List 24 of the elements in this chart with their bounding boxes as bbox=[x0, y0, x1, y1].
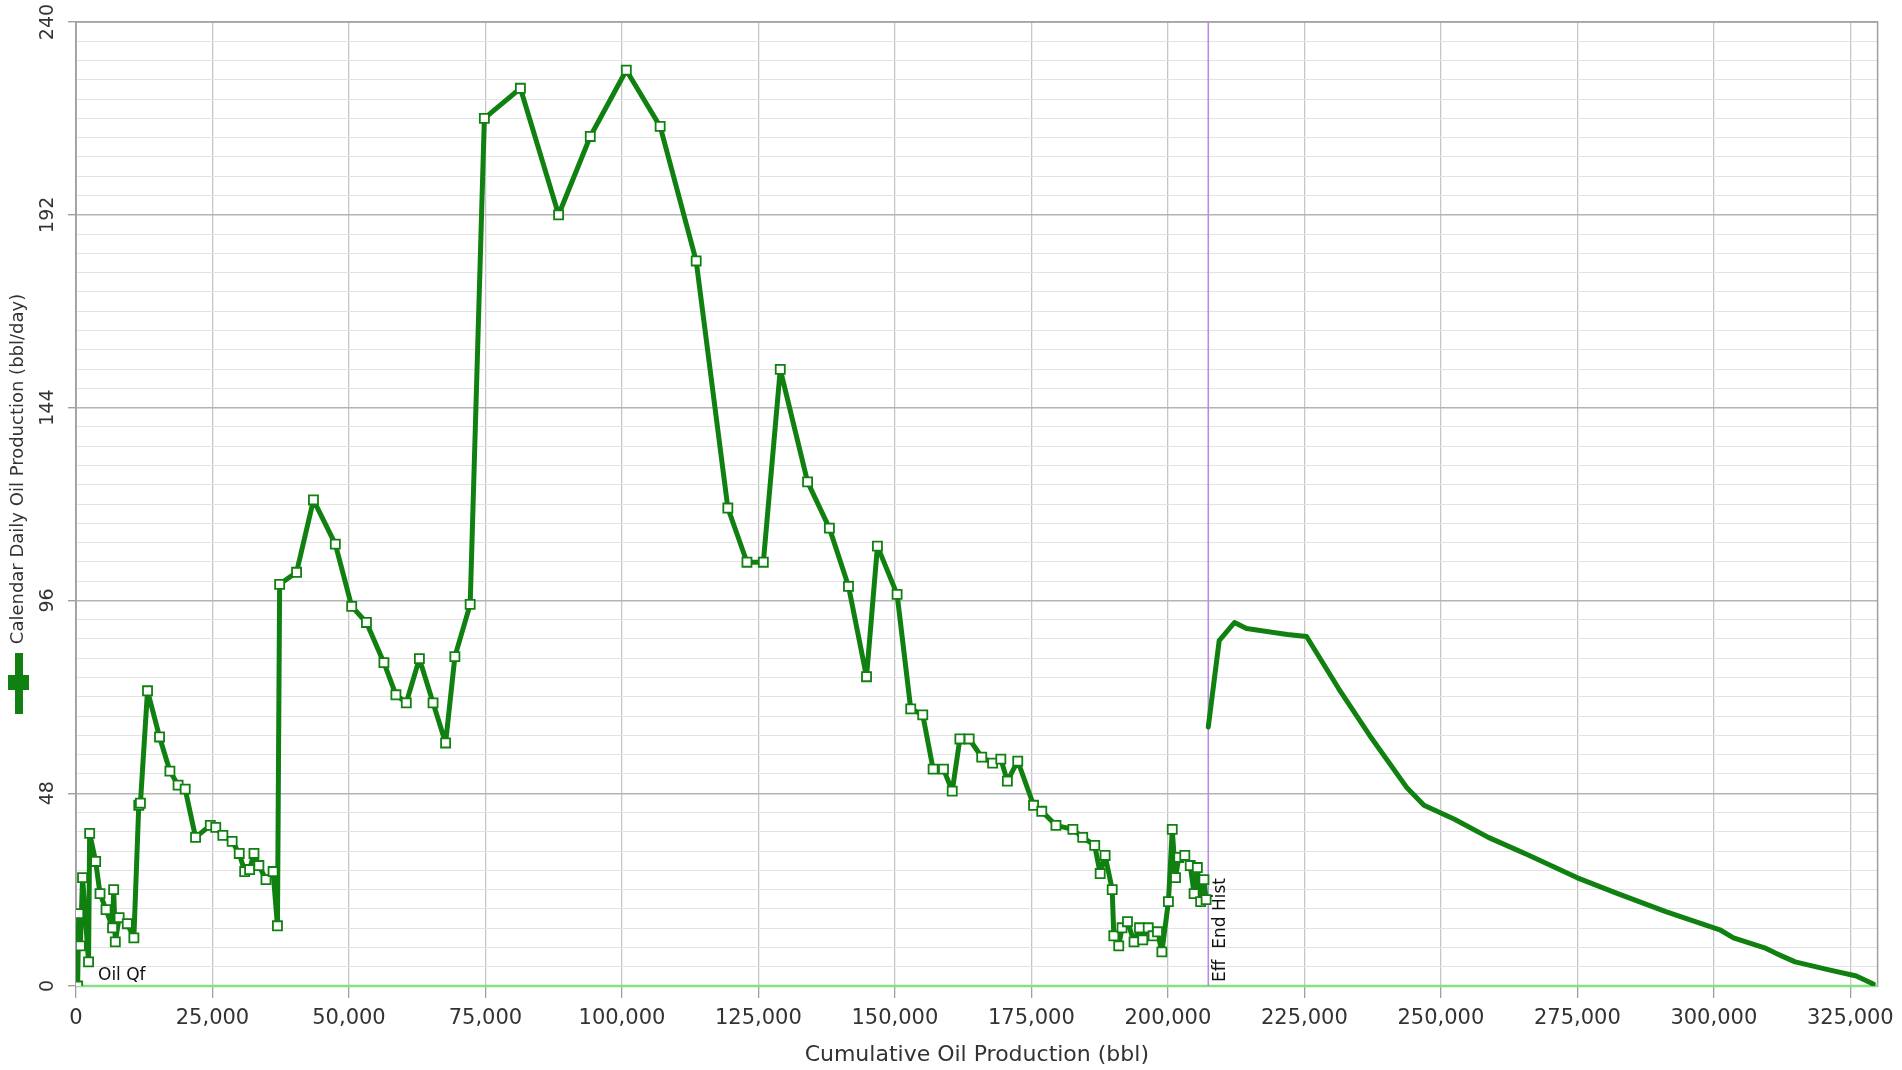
x-tick-label: 225,000 bbox=[1260, 1005, 1348, 1030]
x-tick-label: 250,000 bbox=[1397, 1005, 1485, 1030]
y-tick-label: 96 bbox=[34, 588, 57, 613]
x-tick-label: 25,000 bbox=[175, 1005, 250, 1030]
x-axis-title: Cumulative Oil Production (bbl) bbox=[804, 1040, 1149, 1066]
x-tick-label: 325,000 bbox=[1806, 1005, 1894, 1030]
y-axis-title: Calendar Daily Oil Production (bbl/day) bbox=[5, 293, 27, 645]
x-tick-label: 50,000 bbox=[312, 1005, 386, 1030]
y-tick-label: 144 bbox=[34, 389, 57, 426]
x-tick-label: 200,000 bbox=[1124, 1005, 1212, 1030]
x-tick-label: 300,000 bbox=[1670, 1005, 1758, 1030]
y-tick-label: 48 bbox=[34, 781, 57, 806]
x-tick-label: 275,000 bbox=[1533, 1005, 1621, 1030]
x-tick-label: 125,000 bbox=[715, 1005, 802, 1030]
y-tick-label: 240 bbox=[34, 3, 57, 41]
ref-line-label: Oil Qf bbox=[98, 963, 147, 984]
x-tick-label: 100,000 bbox=[578, 1005, 666, 1030]
x-tick-label: 75,000 bbox=[448, 1005, 523, 1030]
x-tick-label: 175,000 bbox=[987, 1005, 1075, 1030]
y-tick-label: 192 bbox=[34, 196, 57, 233]
y-tick-label: 0 bbox=[34, 979, 57, 993]
ref-line-label: Eff End Hist bbox=[1209, 877, 1230, 982]
x-tick-label: 150,000 bbox=[851, 1005, 939, 1030]
x-tick-label: 0 bbox=[69, 1005, 83, 1030]
